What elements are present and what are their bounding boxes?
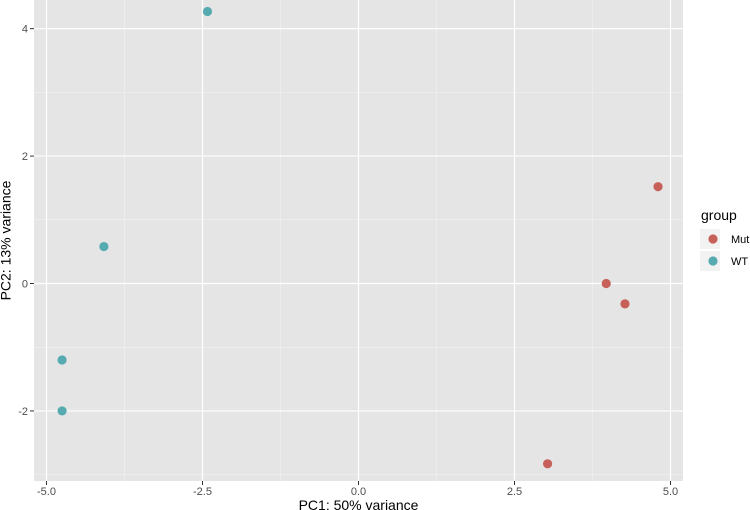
data-point-wt [57,406,67,416]
x-tick-label: -2.5 [193,486,212,498]
legend-key-wt [708,256,718,266]
data-point-mut [601,278,611,289]
legend-label-mut: Mut [731,234,749,246]
legend-title: group [701,207,737,223]
x-tick-label: 0.0 [351,486,366,498]
x-axis-ticks: -5.0 -2.5 0.0 2.5 5.0 [37,481,678,498]
x-tick-label: 2.5 [507,486,522,498]
data-point-wt [57,355,67,365]
y-tick-label: 2 [22,151,28,163]
legend: group Mut WT [700,207,749,271]
legend-items: Mut WT [700,229,749,271]
data-point-mut [653,182,663,192]
y-tick-label: -2 [18,406,28,418]
x-tick-label: -5.0 [37,486,56,498]
x-axis-title: PC1: 50% variance [299,497,419,510]
legend-key-mut [708,234,718,244]
y-tick-label: 0 [22,279,28,291]
data-point-wt [99,241,109,252]
data-point-mut [542,459,553,469]
data-point-wt [202,6,213,17]
y-axis-title: PC2: 13% variance [0,180,13,300]
major-gridlines [34,0,683,481]
x-tick-label: 5.0 [663,486,678,498]
legend-label-wt: WT [731,256,748,268]
y-axis-ticks: -2 0 2 4 [18,24,34,418]
y-tick-label: 4 [22,24,28,36]
data-points [57,6,663,469]
data-point-mut [620,299,630,309]
